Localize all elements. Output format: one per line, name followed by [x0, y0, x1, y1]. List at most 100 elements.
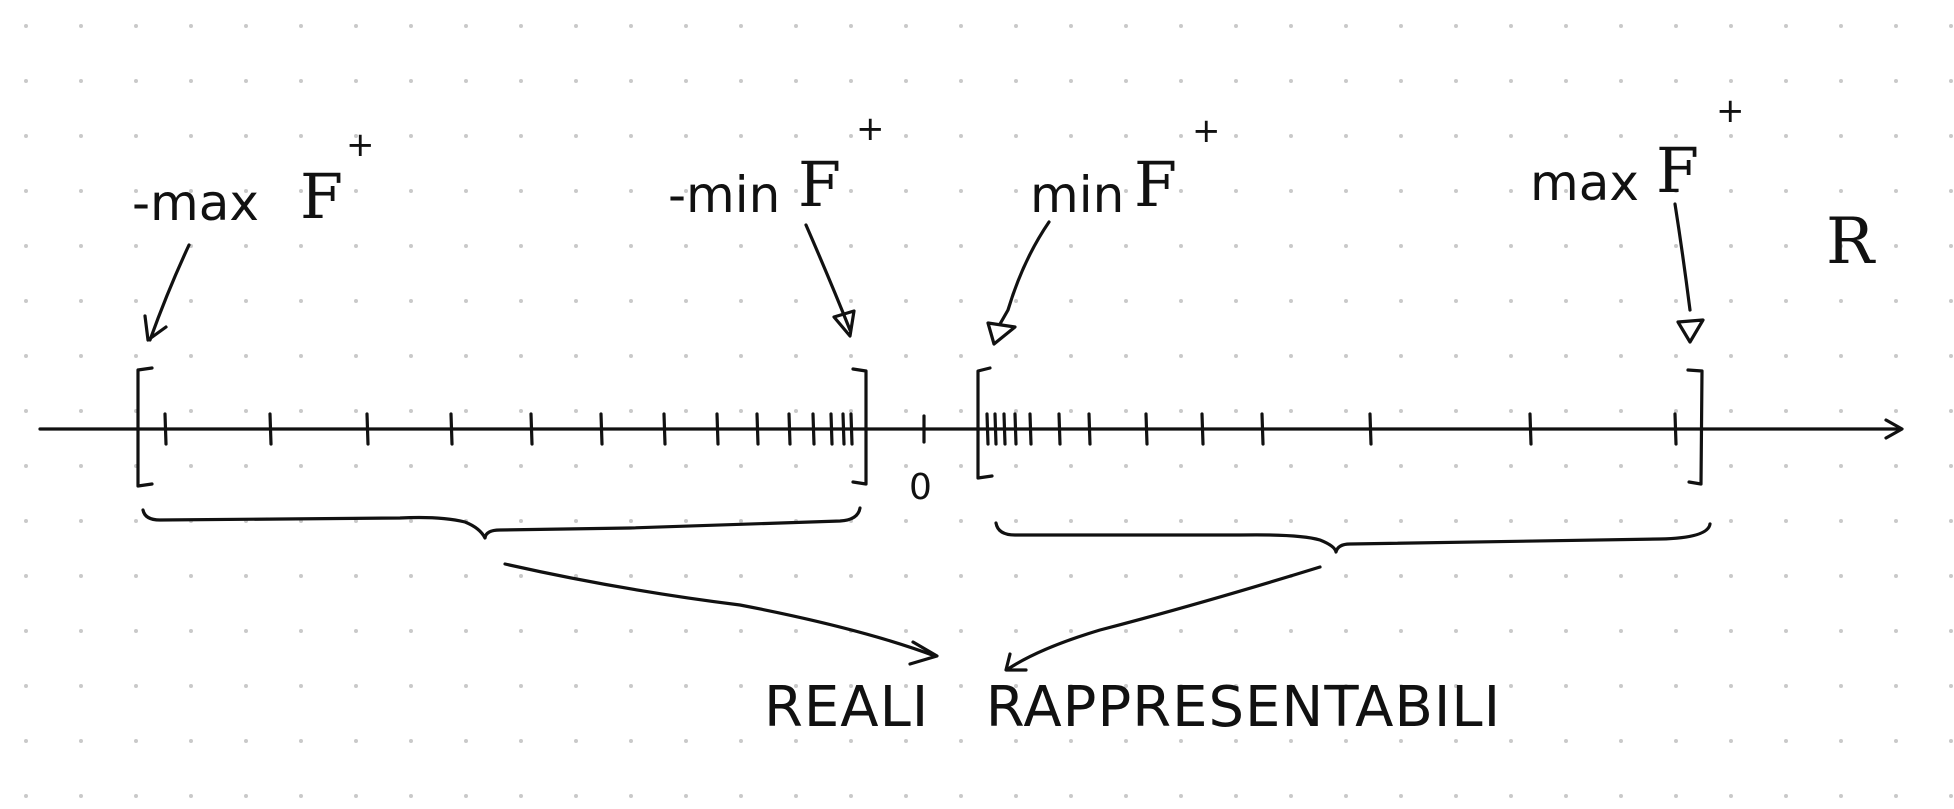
grid-dot: [794, 354, 798, 358]
grid-dot: [1454, 574, 1458, 578]
grid-dot: [684, 519, 688, 523]
grid-dot: [299, 354, 303, 358]
grid-dot: [1839, 574, 1843, 578]
grid-dot: [1014, 629, 1018, 633]
grid-dot: [1839, 24, 1843, 28]
grid-dot: [1729, 684, 1733, 688]
grid-dot: [1289, 629, 1293, 633]
set-symbol-F: F: [300, 160, 344, 233]
grid-dot: [1289, 409, 1293, 413]
grid-dot: [1179, 519, 1183, 523]
grid-dot: [739, 79, 743, 83]
grid-dot: [134, 519, 138, 523]
grid-dot: [1949, 794, 1953, 798]
grid-dot: [1399, 354, 1403, 358]
grid-dot: [1509, 354, 1513, 358]
grid-dot: [1729, 299, 1733, 303]
negative-float-ticks: [163, 412, 854, 446]
grid-dot: [574, 134, 578, 138]
grid-dot: [189, 739, 193, 743]
grid-dot: [1894, 794, 1898, 798]
tick-mark: [1028, 412, 1033, 446]
grid-dot: [1344, 189, 1348, 193]
grid-dot: [1179, 684, 1183, 688]
grid-dot: [299, 794, 303, 798]
grid-dot: [1014, 794, 1018, 798]
grid-dot: [739, 299, 743, 303]
grid-dot: [464, 24, 468, 28]
grid-dot: [1069, 684, 1073, 688]
tick-mark: [599, 412, 604, 446]
grid-dot: [519, 464, 523, 468]
grid-dot: [354, 79, 358, 83]
grid-dot: [189, 134, 193, 138]
superscript-plus: +: [346, 125, 375, 165]
grid-dot: [134, 24, 138, 28]
grid-dot: [1289, 354, 1293, 358]
grid-dot: [1234, 354, 1238, 358]
grid-dot: [1674, 794, 1678, 798]
tick-mark: [811, 412, 816, 446]
grid-dot: [1014, 519, 1018, 523]
brace-positive-range: [994, 521, 1712, 554]
grid-dot: [1784, 354, 1788, 358]
grid-dot: [1399, 574, 1403, 578]
grid-dot: [1234, 684, 1238, 688]
grid-dot: [24, 354, 28, 358]
grid-dot: [1894, 409, 1898, 413]
grid-dot: [1344, 134, 1348, 138]
grid-dot: [1069, 354, 1073, 358]
grid-dot: [519, 409, 523, 413]
grid-dot: [1069, 739, 1073, 743]
grid-dot: [79, 519, 83, 523]
tick-mark: [268, 412, 273, 446]
grid-dot: [684, 739, 688, 743]
grid-dot: [1619, 629, 1623, 633]
grid-dot: [629, 24, 633, 28]
grid-dot: [299, 574, 303, 578]
grid-dot: [1399, 739, 1403, 743]
grid-dot: [904, 409, 908, 413]
grid-dot: [629, 684, 633, 688]
grid-dot: [134, 189, 138, 193]
grid-dot: [79, 684, 83, 688]
grid-dot: [1949, 134, 1953, 138]
grid-dot: [189, 684, 193, 688]
grid-dot: [739, 134, 743, 138]
grid-dot: [1344, 629, 1348, 633]
grid-dot: [244, 409, 248, 413]
grid-dot: [794, 464, 798, 468]
arrow-to-caption-left: [503, 562, 939, 666]
grid-dot: [1729, 519, 1733, 523]
grid-dot: [1674, 354, 1678, 358]
pointer-neg-max: [143, 243, 191, 342]
grid-dot: [409, 684, 413, 688]
grid-dot: [684, 189, 688, 193]
grid-dot: [1784, 684, 1788, 688]
grid-dot: [1179, 24, 1183, 28]
grid-dot: [1509, 189, 1513, 193]
grid-dot: [409, 794, 413, 798]
grid-dot: [409, 739, 413, 743]
grid-dot: [1619, 684, 1623, 688]
grid-dot: [1234, 794, 1238, 798]
grid-dot: [1234, 409, 1238, 413]
grid-dot: [79, 739, 83, 743]
grid-dot: [904, 794, 908, 798]
grid-dot: [684, 794, 688, 798]
grid-dot: [1839, 684, 1843, 688]
grid-dot: [1839, 79, 1843, 83]
grid-dot: [1344, 464, 1348, 468]
grid-dot: [1564, 299, 1568, 303]
grid-dot: [1674, 134, 1678, 138]
grid-dot: [189, 189, 193, 193]
grid-dot: [1674, 574, 1678, 578]
grid-dot: [79, 189, 83, 193]
grid-dot: [1949, 354, 1953, 358]
grid-dot: [1069, 134, 1073, 138]
grid-dot: [629, 189, 633, 193]
grid-dot: [1949, 519, 1953, 523]
grid-dot: [24, 684, 28, 688]
grid-dot: [1564, 24, 1568, 28]
grid-dot: [1399, 794, 1403, 798]
